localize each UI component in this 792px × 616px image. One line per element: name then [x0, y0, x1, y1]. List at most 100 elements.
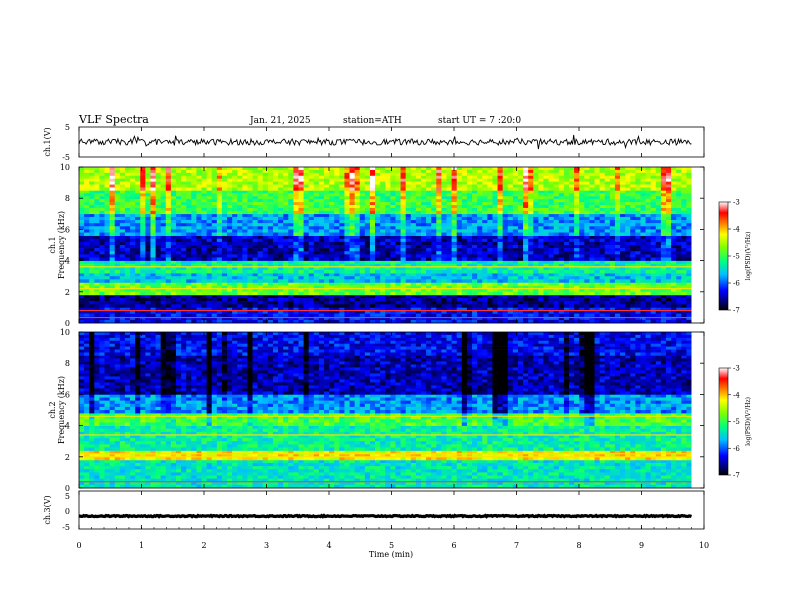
spectrogram-cell: [548, 257, 555, 261]
spectrogram-cell: [324, 205, 330, 209]
spectrogram-cell: [681, 223, 687, 227]
spectrogram-cell: [410, 307, 417, 311]
spectrogram-cell: [635, 316, 641, 321]
spectrogram-cell: [344, 202, 350, 206]
spectrogram-cell: [104, 313, 111, 318]
spectrogram-cell: [477, 213, 483, 218]
spectrogram-cell: [109, 226, 116, 230]
spectrogram-cell: [293, 269, 299, 274]
spectrogram-cell: [451, 276, 458, 280]
spectrogram-cell: [278, 232, 284, 236]
spectrogram-cell: [114, 294, 121, 299]
spectrogram-cell: [181, 260, 187, 265]
spectrogram-cell: [354, 316, 361, 321]
spectrogram-cell: [487, 216, 493, 221]
spectrogram-cell: [630, 288, 636, 293]
spectrogram-cell: [385, 294, 391, 299]
spectrogram-cell: [232, 316, 238, 321]
spectrogram-cell: [237, 220, 243, 224]
spectrogram-cell: [472, 285, 478, 289]
spectrogram-cell: [405, 238, 412, 243]
spectrogram-cell: [630, 254, 636, 258]
spectrogram-cell: [548, 294, 555, 299]
spectrogram-cell: [660, 304, 667, 308]
spectrogram-cell: [676, 241, 682, 246]
spectrogram-cell: [492, 301, 498, 305]
spectrogram-cell: [502, 310, 509, 314]
spectrogram-cell: [339, 202, 345, 206]
spectrogram-cell: [553, 263, 560, 268]
spectrogram-cell: [145, 263, 151, 268]
spectrogram-cell: [211, 205, 218, 209]
spectrogram-cell: [283, 223, 289, 227]
spectrogram-cell: [451, 313, 458, 318]
spectrogram-cell: [278, 276, 284, 280]
spectrogram-cell: [574, 313, 580, 318]
spectrogram-cell: [405, 205, 412, 209]
spectrogram-cell: [124, 304, 131, 308]
spectrogram-cell: [405, 202, 412, 206]
spectrogram-cell: [140, 310, 146, 314]
spectrogram-cell: [390, 307, 396, 311]
spectrogram-cell: [574, 282, 580, 286]
spectrogram-cell: [247, 190, 253, 194]
spectrogram-cell: [579, 254, 585, 258]
spectrogram-cell: [293, 291, 299, 296]
spectrogram-cell: [574, 216, 580, 221]
spectrogram-cell: [609, 251, 616, 255]
spectrogram-cell: [84, 220, 90, 224]
spectrogram-cell: [420, 273, 427, 277]
spectrogram-cell: [461, 205, 468, 209]
spectrogram-cell: [196, 310, 202, 314]
spectrogram-cell: [594, 316, 601, 321]
spectrogram-cell: [451, 216, 458, 221]
spectrogram-cell: [660, 291, 667, 296]
spectrogram-cell: [523, 269, 529, 274]
spectrogram-cell: [344, 254, 350, 258]
spectrogram-cell: [165, 190, 172, 194]
spectrogram-cell: [451, 269, 458, 274]
spectrogram-cell: [538, 285, 544, 289]
spectrogram-cell: [599, 241, 606, 246]
spectrogram-cell: [436, 254, 442, 258]
spectrogram-cell: [665, 285, 672, 289]
spectrogram-cell: [109, 294, 116, 299]
spectrogram-cell: [660, 279, 667, 283]
spectrogram-cell: [206, 229, 213, 233]
spectrogram-cell: [257, 307, 264, 311]
spectrogram-cell: [109, 269, 116, 274]
spectrogram-cell: [410, 190, 417, 194]
spectrogram-cell: [318, 229, 325, 233]
spectrogram-cell: [650, 202, 657, 206]
spectrogram-cell: [303, 285, 310, 289]
spectrogram-cell: [221, 307, 228, 311]
spectrogram-cell: [660, 248, 667, 252]
spectrogram-cell: [94, 260, 100, 265]
spectrogram-cell: [262, 319, 269, 324]
spectrogram-cell: [410, 260, 417, 265]
spectrogram-cell: [272, 220, 279, 224]
spectrogram-cell: [369, 223, 376, 227]
spectrogram-cell: [191, 276, 197, 280]
spectrogram-cell: [569, 220, 575, 224]
spectrogram-cell: [472, 294, 478, 299]
spectrogram-cell: [426, 235, 432, 240]
spectrogram-cell: [681, 205, 687, 209]
spectrogram-cell: [375, 298, 381, 302]
spectrogram-cell: [380, 304, 386, 308]
spectrogram-cell: [318, 226, 325, 230]
spectrogram-cell: [94, 313, 100, 318]
spectrogram-cell: [441, 254, 447, 258]
spectrogram-cell: [165, 223, 172, 227]
spectrogram-cell: [109, 282, 116, 286]
spectrogram-cell: [211, 251, 218, 255]
spectrogram-cell: [671, 316, 677, 321]
spectrogram-cell: [89, 196, 95, 200]
spectrogram-cell: [482, 254, 488, 258]
spectrogram-cell: [665, 229, 672, 233]
spectrogram-cell: [216, 238, 223, 243]
spectrogram-cell: [614, 288, 621, 293]
spectrogram-cell: [221, 313, 228, 318]
spectrogram-cell: [477, 193, 483, 197]
spectrogram-cell: [119, 307, 126, 311]
